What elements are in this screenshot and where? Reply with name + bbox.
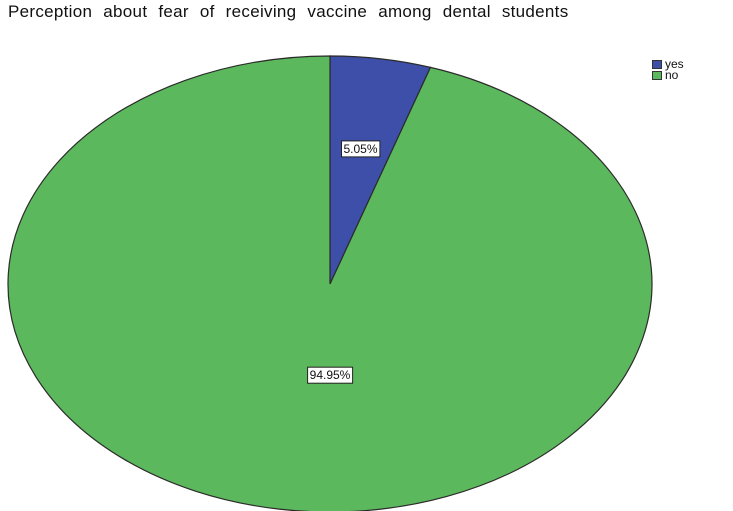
legend-swatch-no <box>652 71 662 80</box>
slice-label-yes: 5.05% <box>341 140 381 158</box>
legend-label-no: no <box>665 68 679 82</box>
slice-label-no: 94.95% <box>307 366 354 384</box>
pie-slice-no <box>7 55 653 511</box>
slice-label-text-yes: 5.05% <box>343 142 377 156</box>
legend-swatch-yes <box>652 60 662 69</box>
legend-item-no: no <box>652 68 684 82</box>
legend-label-yes: yes <box>665 57 684 71</box>
chart-legend: yes no <box>652 57 684 82</box>
slice-label-text-no: 94.95% <box>310 368 351 382</box>
pie-slices <box>7 55 653 511</box>
chart-title: Perception about fear of receiving vacci… <box>8 2 569 21</box>
legend-item-yes: yes <box>652 57 684 71</box>
pie-slice-labels: 5.05% 94.95% <box>307 140 381 384</box>
